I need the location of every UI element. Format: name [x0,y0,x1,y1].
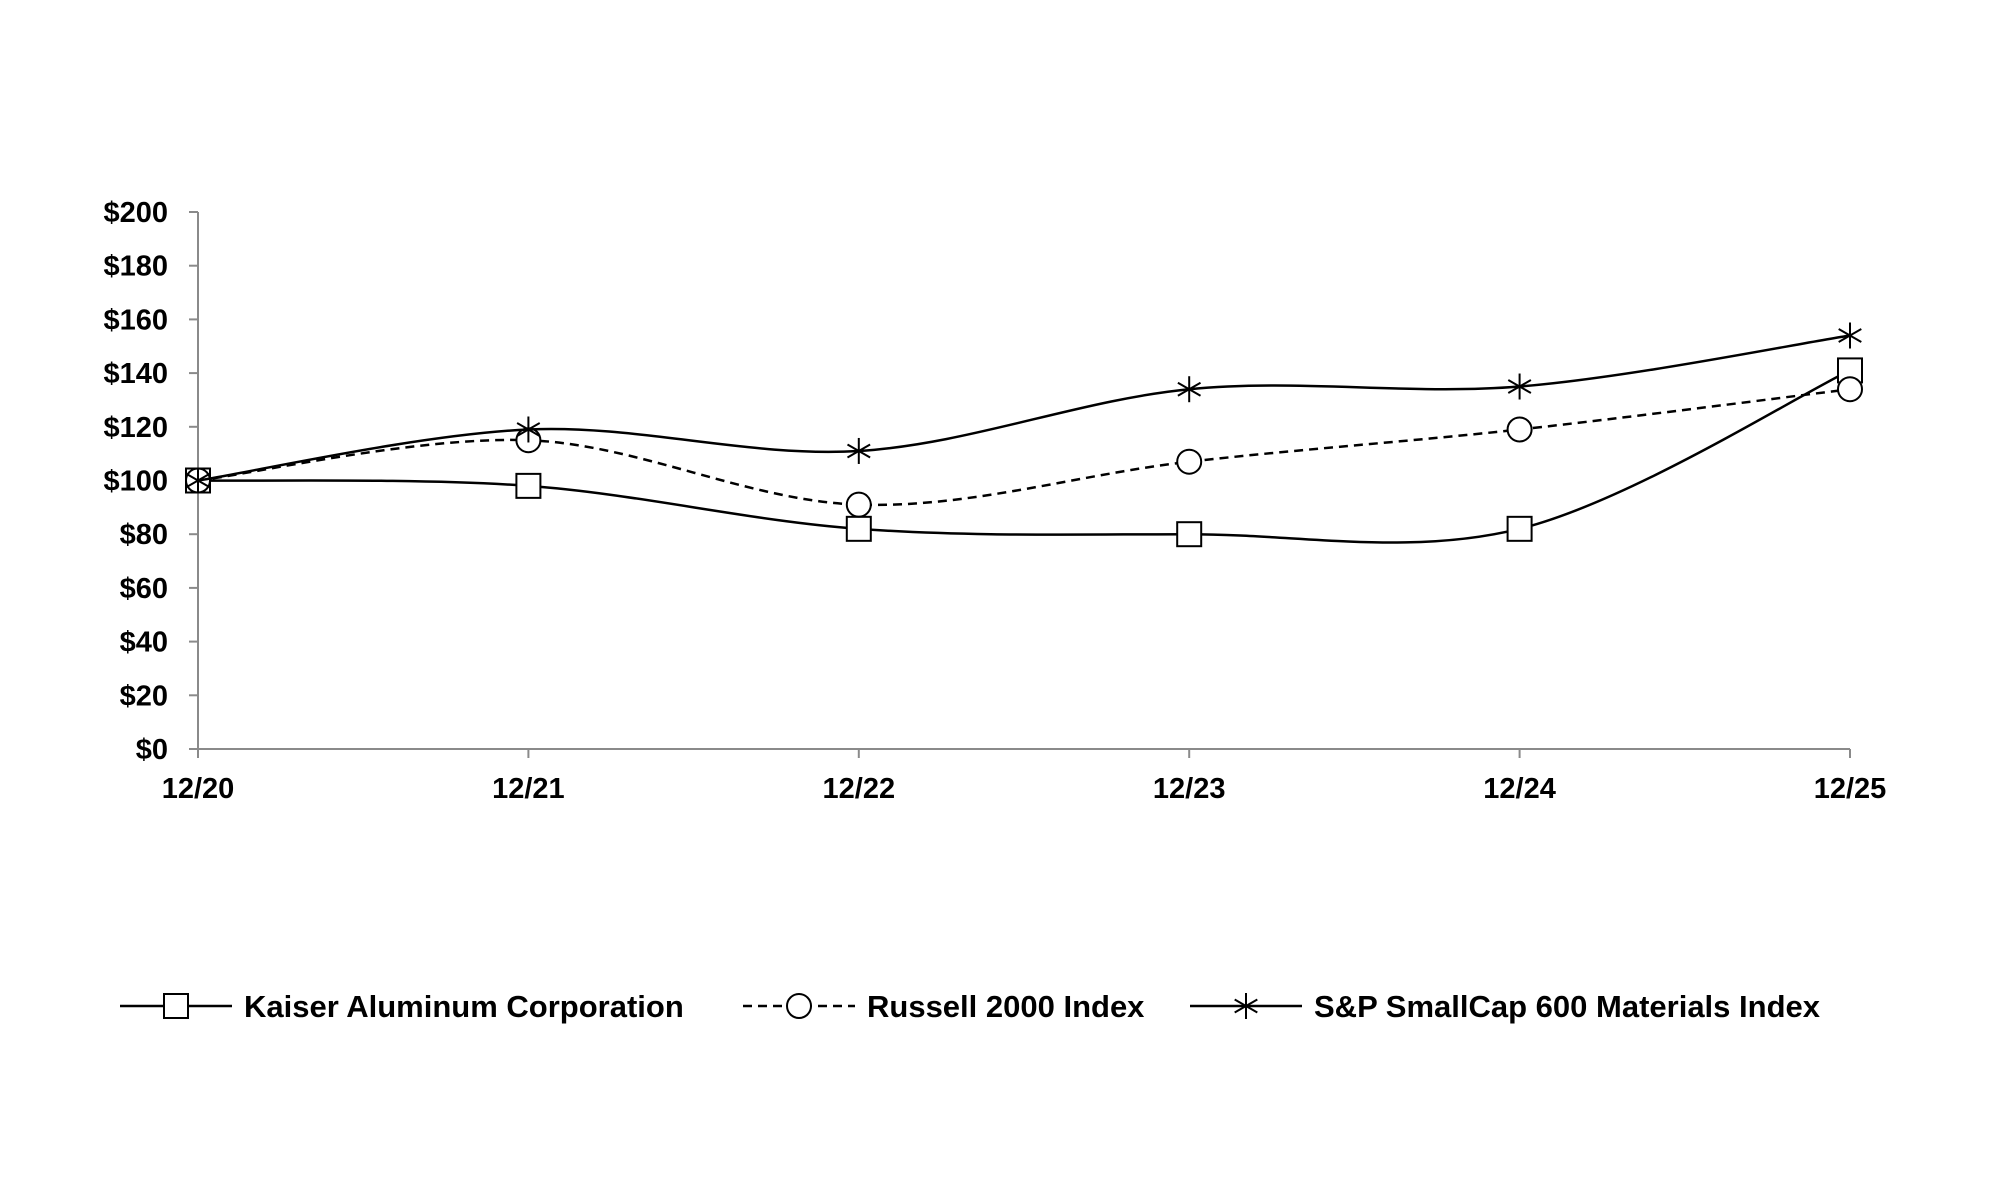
y-tick-label: $200 [103,197,168,229]
legend-marker-circle [786,993,812,1019]
legend-item: Russell 2000 Index [743,989,1145,1024]
data-point-circle [1837,376,1863,403]
x-tick-label: 12/25 [1814,773,1887,805]
data-point-asterisk [1507,373,1532,400]
legend-marker-asterisk [1234,993,1258,1019]
data-point-square [1176,521,1203,548]
y-tick-label: $160 [103,304,168,336]
legend-marker-square [163,993,189,1019]
legend: Kaiser Aluminum Corporation Russell 2000 … [120,989,1821,1024]
x-tick-label: 12/22 [823,773,896,805]
x-tick-label: 12/23 [1153,773,1226,805]
legend-label: Russell 2000 Index [867,989,1145,1024]
y-tick-label: $180 [103,251,168,283]
data-point-asterisk [1177,376,1202,403]
y-tick-label: $20 [120,680,168,712]
data-point-square [1506,515,1533,542]
data-point-circle [1176,448,1203,475]
x-tick-label: 12/20 [162,773,235,805]
legend-item: S&P SmallCap 600 Materials Index [1190,989,1821,1024]
y-tick-label: $100 [103,466,168,498]
y-tick-label: $60 [120,573,168,605]
data-point-circle [845,491,872,518]
y-tick-label: $0 [136,734,168,766]
x-tick-label: 12/21 [492,773,565,805]
series-circle [185,376,1863,518]
data-point-asterisk [516,416,541,443]
series-line [197,369,1851,544]
series-line [197,387,1851,507]
series-layer [185,322,1863,548]
data-point-asterisk [846,437,871,464]
data-point-circle [1506,416,1533,443]
series-square [185,357,1863,548]
y-tick-label: $80 [120,519,168,551]
data-point-square [845,515,872,542]
data-point-asterisk [186,467,210,494]
axes: $0 $20 $40 $60 $80 $100 $120 $140 $160 $180 $200 12… [103,197,1886,805]
series-line [197,334,1851,482]
x-tick-label: 12/24 [1483,773,1556,805]
y-tick-label: $140 [103,358,168,390]
y-tick-label: $40 [120,627,168,659]
legend-label: S&P SmallCap 600 Materials Index [1314,989,1821,1024]
y-tick-label: $120 [103,412,168,444]
series-asterisk [186,322,1862,494]
data-point-asterisk [1838,322,1862,349]
data-point-square [515,472,542,499]
legend-item: Kaiser Aluminum Corporation [120,989,684,1024]
legend-label: Kaiser Aluminum Corporation [244,989,684,1024]
